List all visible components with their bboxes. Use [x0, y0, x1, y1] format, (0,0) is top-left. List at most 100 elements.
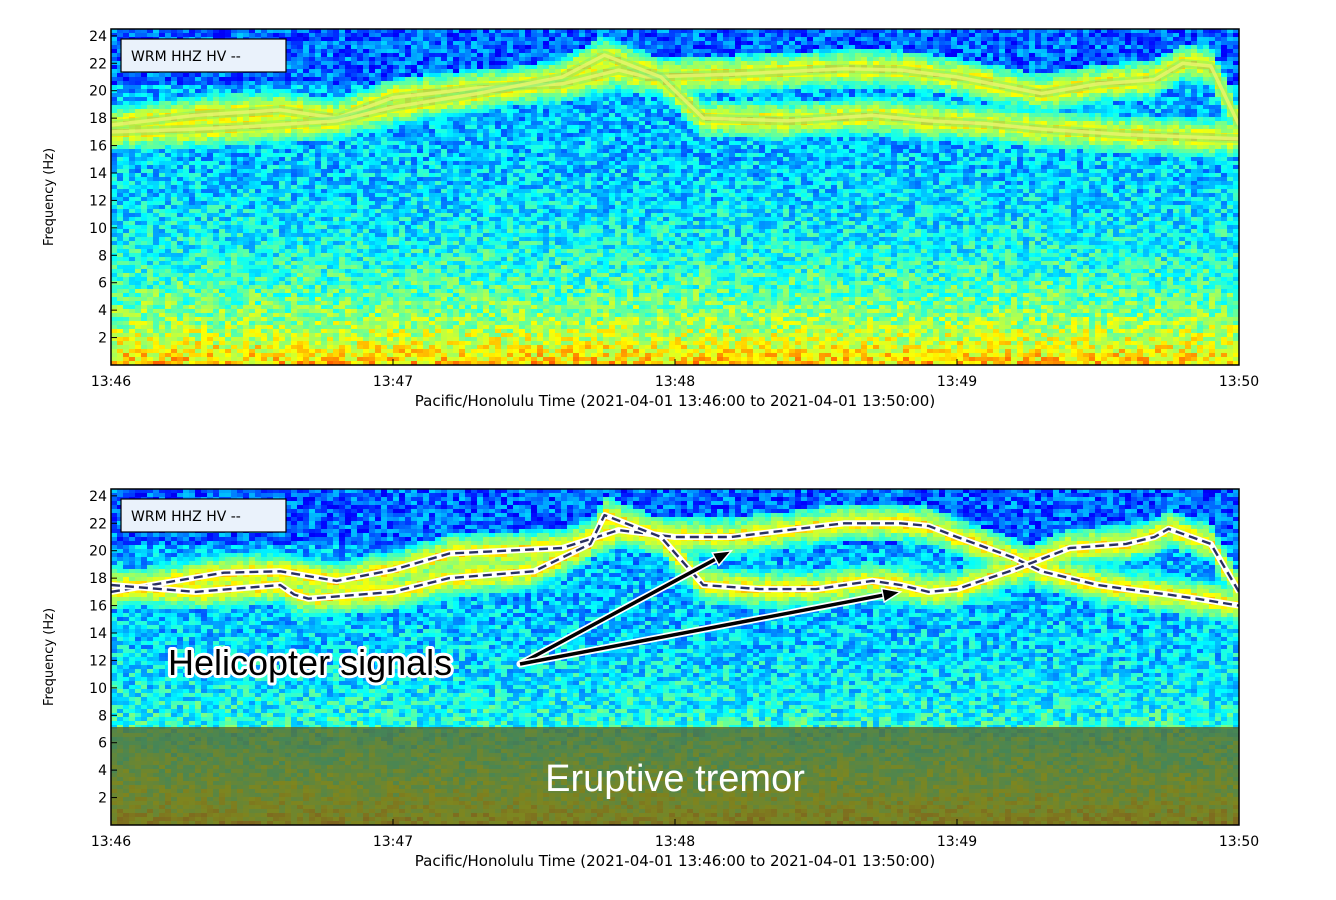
heatmap-cell: [165, 29, 172, 34]
heatmap-cell: [387, 45, 394, 50]
heatmap-cell: [573, 29, 580, 34]
heatmap-cell: [531, 105, 538, 110]
heatmap-cell: [957, 61, 964, 66]
heatmap-cell: [369, 49, 376, 54]
heatmap-cell: [867, 77, 874, 82]
heatmap-cell: [297, 33, 304, 38]
heatmap-cell: [753, 101, 760, 106]
heatmap-cell: [627, 89, 634, 94]
heatmap-cell: [495, 73, 502, 78]
heatmap-cell: [375, 93, 382, 98]
heatmap-cell: [447, 121, 454, 126]
heatmap-cell: [969, 85, 976, 90]
heatmap-cell: [1083, 49, 1090, 54]
heatmap-cell: [603, 101, 610, 106]
heatmap-cell: [891, 41, 898, 46]
heatmap-cell: [309, 33, 316, 38]
heatmap-cell: [675, 133, 682, 138]
heatmap-cell: [693, 45, 700, 50]
heatmap-cell: [537, 41, 544, 46]
heatmap-cell: [501, 133, 508, 138]
heatmap-cell: [1137, 29, 1144, 34]
heatmap-cell: [483, 77, 490, 82]
heatmap-cell: [279, 77, 286, 82]
heatmap-cell: [957, 109, 964, 114]
heatmap-cell: [117, 65, 124, 70]
heatmap-cell: [273, 77, 280, 82]
heatmap-cell: [231, 33, 238, 38]
heatmap-cell: [669, 125, 676, 130]
heatmap-cell: [405, 77, 412, 82]
heatmap-cell: [861, 125, 868, 130]
heatmap-cell: [1065, 73, 1072, 78]
heatmap-cell: [1203, 49, 1210, 54]
heatmap-cell: [687, 41, 694, 46]
heatmap-cell: [495, 105, 502, 110]
heatmap-cell: [951, 29, 958, 34]
heatmap-cell: [729, 81, 736, 86]
heatmap-cell: [957, 125, 964, 130]
heatmap-cell: [309, 29, 316, 34]
heatmap-cell: [657, 125, 664, 130]
heatmap-cell: [1221, 45, 1228, 50]
heatmap-cell: [297, 61, 304, 66]
heatmap-cell: [441, 81, 448, 86]
heatmap-cell: [1203, 37, 1210, 42]
heatmap-cell: [429, 125, 436, 130]
heatmap-cell: [195, 97, 202, 102]
heatmap-cell: [411, 117, 418, 122]
heatmap-cell: [117, 57, 124, 62]
heatmap-cell: [537, 129, 544, 134]
heatmap-cell: [627, 109, 634, 114]
heatmap-cell: [417, 65, 424, 70]
heatmap-cell: [447, 125, 454, 130]
heatmap-cell: [507, 77, 514, 82]
heatmap-cell: [699, 37, 706, 42]
heatmap-cell: [525, 93, 532, 98]
heatmap-cell: [549, 29, 556, 34]
heatmap-cell: [453, 69, 460, 74]
heatmap-cell: [1017, 97, 1024, 102]
heatmap-cell: [1101, 41, 1108, 46]
heatmap-cell: [1197, 57, 1204, 62]
heatmap-cell: [771, 37, 778, 42]
heatmap-cell: [681, 85, 688, 90]
heatmap-cell: [771, 85, 778, 90]
heatmap-cell: [1155, 53, 1162, 58]
heatmap-cell: [843, 33, 850, 38]
heatmap-cell: [603, 133, 610, 138]
heatmap-cell: [177, 77, 184, 82]
heatmap-cell: [1221, 113, 1228, 118]
heatmap-cell: [465, 105, 472, 110]
heatmap-cell: [939, 97, 946, 102]
heatmap-cell: [297, 129, 304, 134]
heatmap-cell: [579, 113, 586, 118]
heatmap-cell: [1155, 61, 1162, 66]
heatmap-cell: [735, 85, 742, 90]
heatmap-cell: [699, 61, 706, 66]
heatmap-cell: [1125, 97, 1132, 102]
heatmap-cell: [129, 33, 136, 38]
heatmap-cell: [945, 81, 952, 86]
heatmap-cell: [165, 109, 172, 114]
heatmap-cell: [831, 105, 838, 110]
heatmap-cell: [627, 41, 634, 46]
heatmap-cell: [759, 89, 766, 94]
heatmap-cell: [549, 121, 556, 126]
heatmap-cell: [711, 33, 718, 38]
heatmap-cell: [1179, 29, 1186, 34]
heatmap-cell: [819, 125, 826, 130]
heatmap-cell: [1095, 61, 1102, 66]
heatmap-cell: [657, 61, 664, 66]
heatmap-cell: [591, 125, 598, 130]
heatmap-cell: [1113, 53, 1120, 58]
heatmap-cell: [699, 89, 706, 94]
heatmap-cell: [1137, 109, 1144, 114]
heatmap-cell: [237, 85, 244, 90]
heatmap-cell: [1185, 29, 1192, 34]
heatmap-cell: [1005, 29, 1012, 34]
heatmap-cell: [1155, 49, 1162, 54]
heatmap-cell: [975, 37, 982, 42]
heatmap-cell: [519, 93, 526, 98]
heatmap-cell: [279, 89, 286, 94]
